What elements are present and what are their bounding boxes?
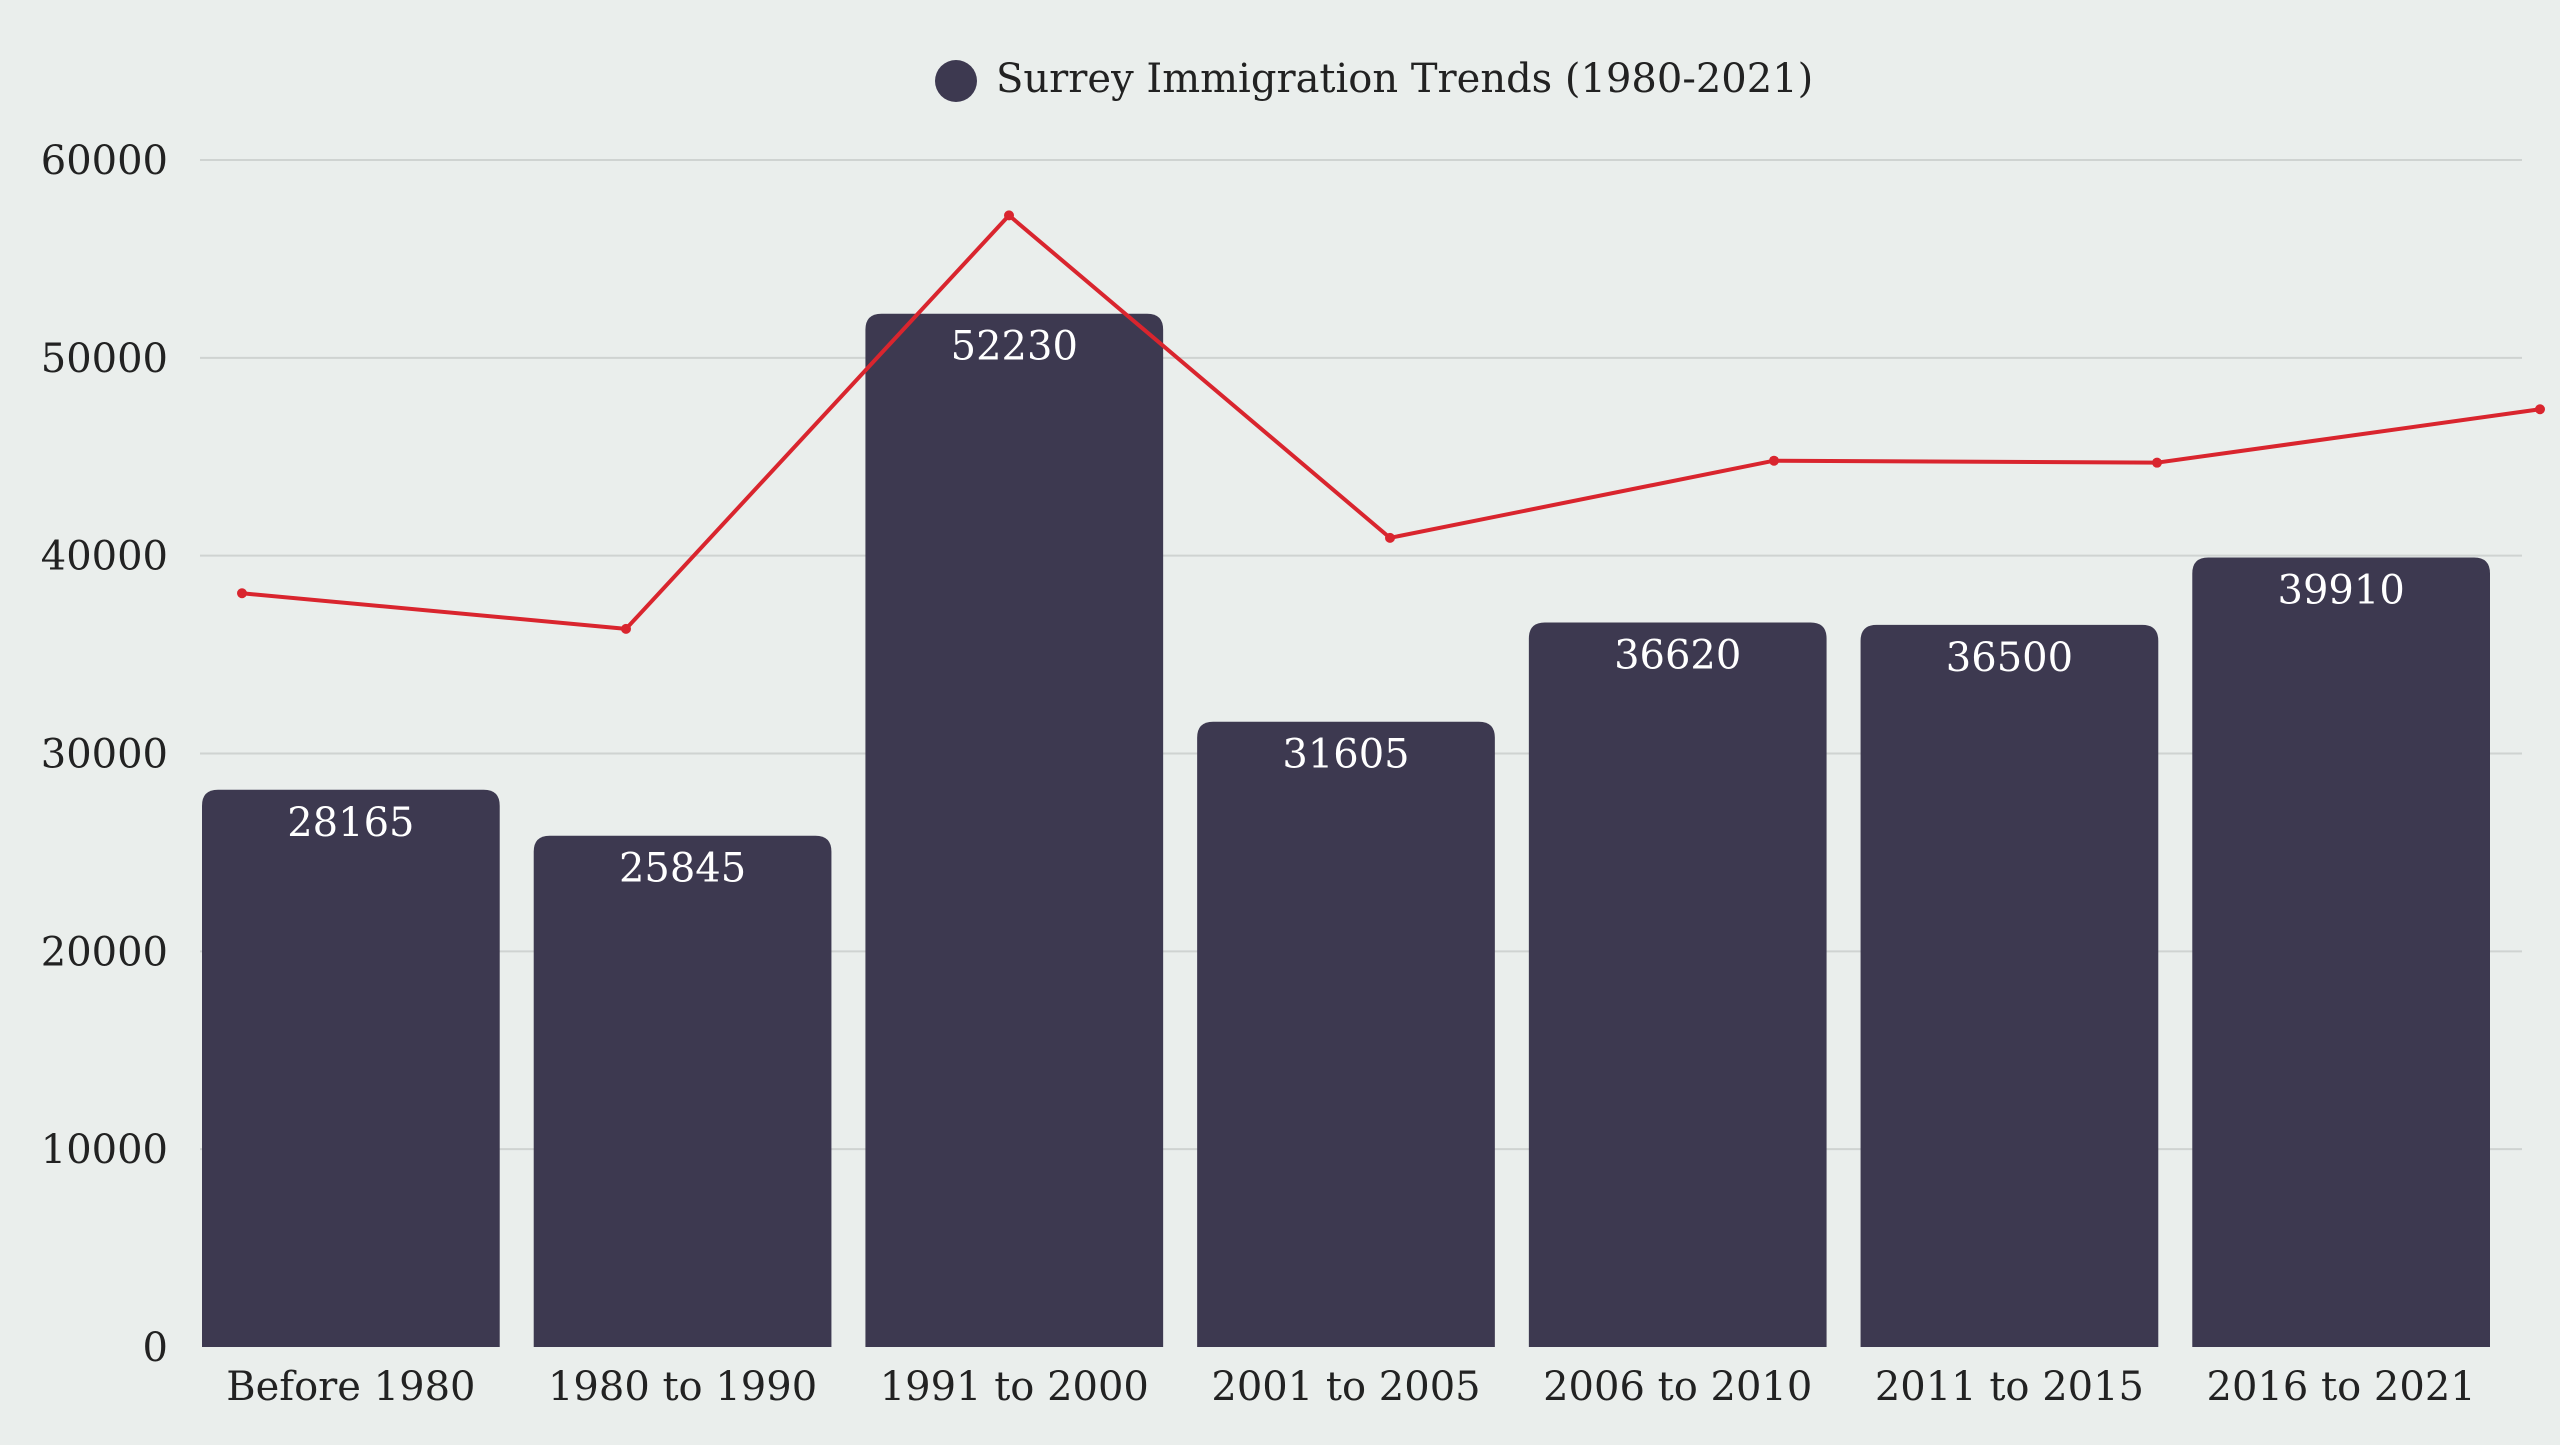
bar-layer [202, 313, 2490, 1347]
data-label: 31605 [1282, 732, 1409, 778]
y-tick-label: 60000 [41, 138, 168, 184]
bar [1197, 721, 1495, 1347]
x-tick-label: 2001 to 2005 [1211, 1364, 1480, 1410]
data-label: 36500 [1946, 635, 2073, 681]
x-tick-label: Before 1980 [226, 1364, 475, 1410]
x-tick-label: 2006 to 2010 [1543, 1364, 1812, 1410]
line-point [2535, 404, 2545, 415]
line-point [1004, 210, 1014, 221]
bar [2192, 557, 2490, 1347]
legend-marker [935, 60, 977, 102]
bar [865, 313, 1164, 1347]
bar [1528, 622, 1827, 1347]
y-tick-label: 20000 [41, 929, 168, 975]
y-tick-label: 50000 [41, 336, 168, 382]
line-point [237, 588, 247, 599]
data-label: 39910 [2278, 567, 2405, 613]
data-label: 36620 [1614, 633, 1741, 679]
x-tick-label: 1980 to 1990 [548, 1364, 817, 1410]
data-label: 25845 [619, 846, 746, 892]
y-tick-label: 10000 [41, 1127, 168, 1173]
line-point [1385, 532, 1395, 543]
line-point [1769, 455, 1779, 466]
bar [1860, 624, 2159, 1347]
line-layer [237, 210, 2545, 634]
line-point [621, 623, 631, 634]
bar [202, 789, 500, 1347]
y-tick-label: 40000 [41, 534, 168, 580]
legend: Surrey Immigration Trends (1980-2021) [935, 56, 1813, 102]
legend-label: Surrey Immigration Trends (1980-2021) [996, 56, 1813, 102]
x-tick-label: 2011 to 2015 [1875, 1364, 2144, 1410]
data-label: 28165 [287, 800, 414, 846]
x-tick-label: 2016 to 2021 [2207, 1364, 2476, 1410]
label-layer: 0 10000 20000 30000 40000 50000 60000 28165 Befo… [41, 138, 2476, 1410]
y-tick-label: 0 [143, 1325, 168, 1371]
line-point [2152, 457, 2162, 468]
y-tick-label: 30000 [41, 732, 168, 778]
data-label: 52230 [951, 324, 1078, 370]
bar [533, 835, 832, 1347]
x-tick-label: 1991 to 2000 [880, 1364, 1149, 1410]
